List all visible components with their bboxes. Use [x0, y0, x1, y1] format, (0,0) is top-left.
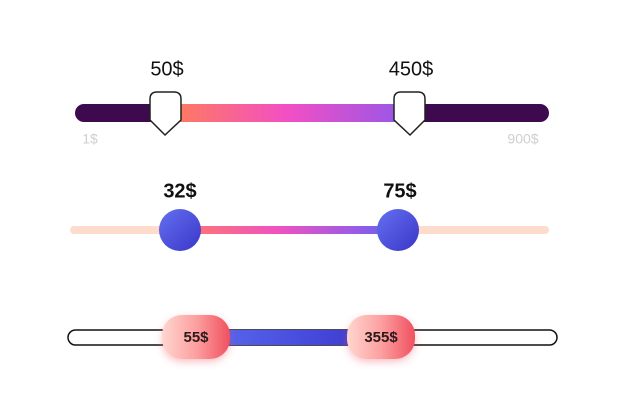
slider-2[interactable]: 32$ 75$	[70, 180, 549, 251]
low-label: 50$	[150, 58, 183, 80]
handle[interactable]	[347, 315, 415, 359]
high-label: 75$	[383, 180, 416, 202]
handle[interactable]	[393, 91, 426, 137]
max-label: 900$	[507, 131, 538, 147]
range-fill	[165, 104, 410, 122]
handle[interactable]	[159, 209, 201, 251]
min-label: 1$	[82, 131, 98, 147]
slider-1[interactable]: 50$ 450$ 1$ 900$	[75, 58, 549, 147]
low-label: 55$	[183, 329, 209, 346]
handle[interactable]	[149, 91, 182, 137]
low-label: 32$	[163, 180, 196, 202]
high-label: 355$	[364, 329, 398, 346]
slider-3[interactable]: 55$ 355$	[67, 315, 558, 359]
range-fill	[196, 330, 380, 345]
handle[interactable]	[162, 315, 230, 359]
high-label: 450$	[389, 58, 434, 80]
handle[interactable]	[377, 209, 419, 251]
range-fill	[180, 226, 398, 234]
